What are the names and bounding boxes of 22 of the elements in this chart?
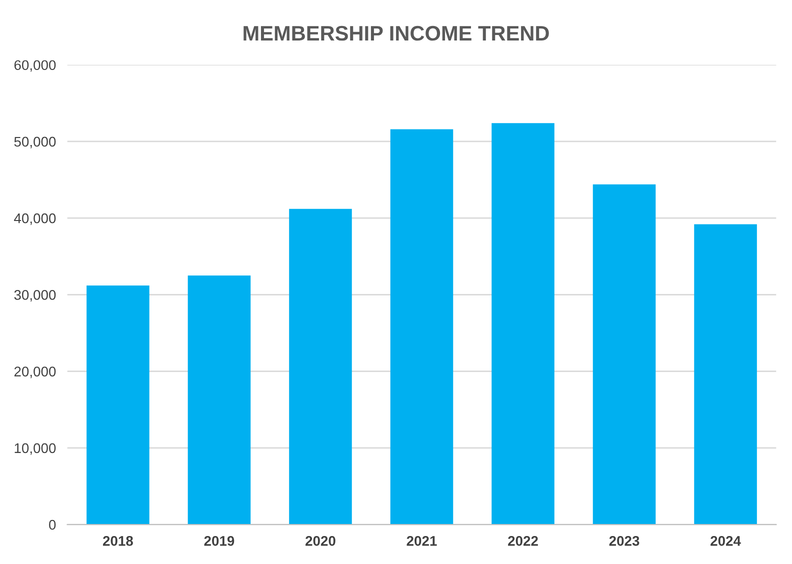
bar: [188, 276, 251, 525]
bar: [86, 285, 150, 525]
y-tick-label: 40,000: [14, 213, 56, 225]
y-tick-label: 0: [49, 520, 56, 530]
x-tick-label: 2018: [102, 536, 133, 546]
y-tick-label: 60,000: [14, 60, 56, 72]
x-tick-label: 2024: [710, 536, 741, 546]
bar: [492, 123, 554, 525]
chart-title: MEMBERSHIP INCOME TREND: [244, 26, 549, 41]
y-tick-label: 50,000: [14, 136, 56, 148]
x-tick-label: 2022: [508, 536, 538, 546]
x-tick-label: 2019: [204, 536, 234, 546]
bar: [289, 208, 352, 525]
x-tick-label: 2020: [306, 536, 336, 546]
bar: [592, 184, 656, 525]
y-tick-label: 20,000: [14, 366, 56, 378]
x-tick-label: 2021: [406, 536, 437, 546]
y-tick-label: 30,000: [14, 290, 56, 302]
bar: [390, 129, 454, 525]
y-tick-label: 10,000: [14, 443, 56, 455]
bar: [694, 224, 757, 525]
x-tick-label: 2023: [609, 536, 640, 546]
